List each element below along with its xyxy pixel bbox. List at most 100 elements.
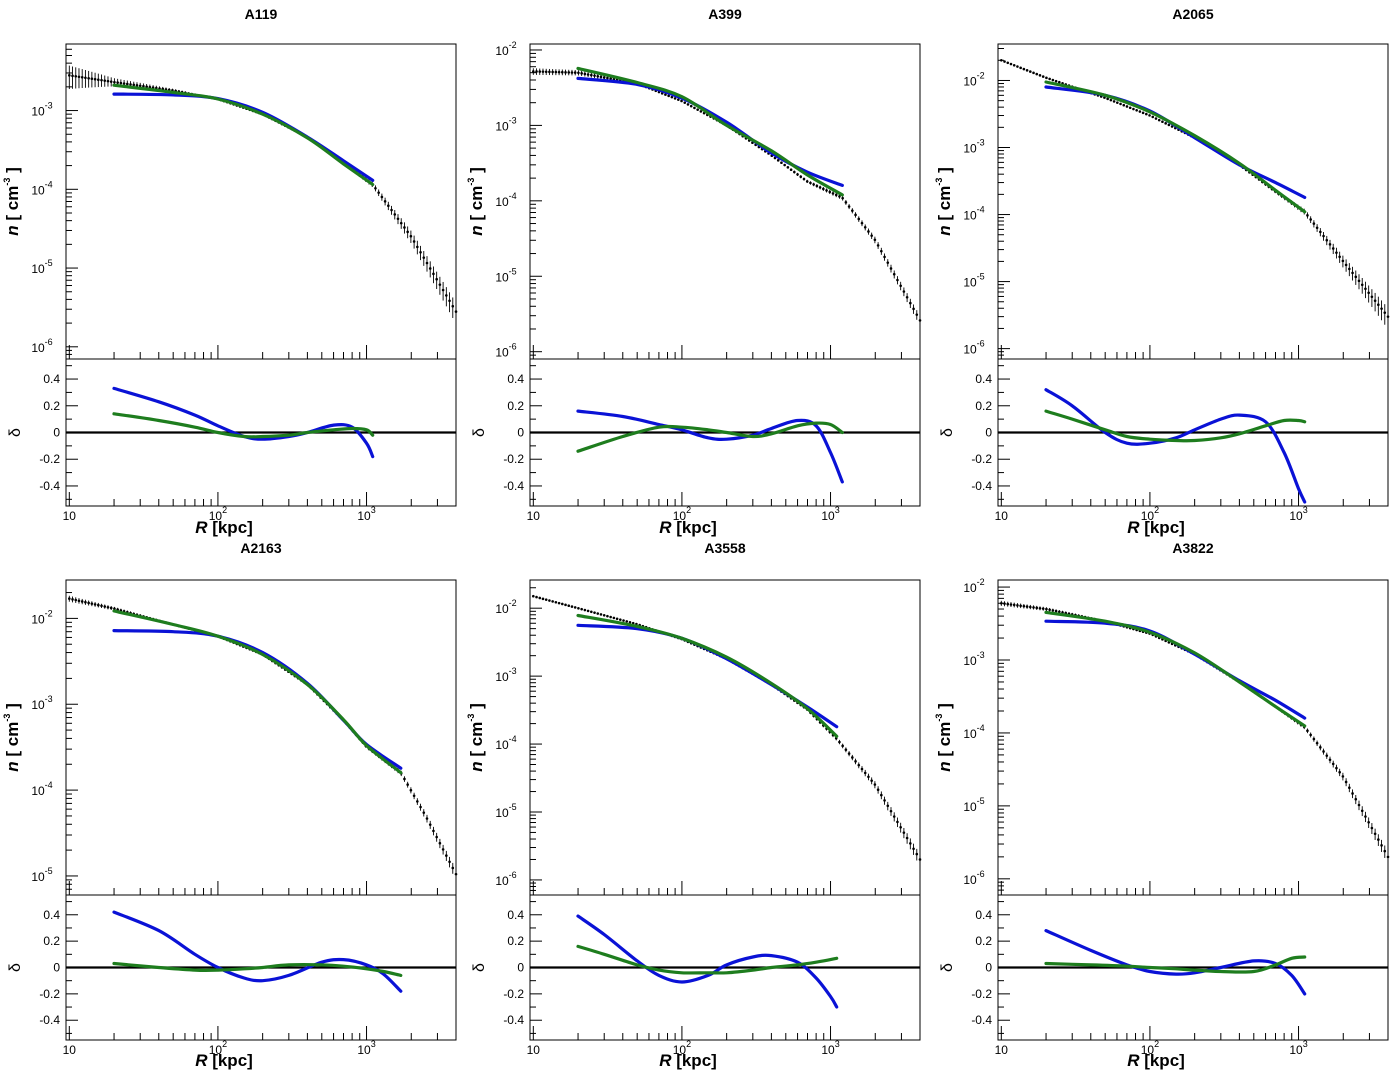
- y-tick-base: 10: [31, 612, 45, 626]
- x-tick-exp: 3: [371, 1039, 376, 1049]
- data-point: [1383, 311, 1387, 314]
- residual-tick-label: -0.2: [971, 987, 992, 1001]
- data-point: [403, 226, 406, 229]
- y-tick-base: 10: [31, 183, 45, 197]
- residual-tick-label: 0: [53, 961, 60, 975]
- data-point: [809, 181, 812, 185]
- chart-title: A3822: [1172, 540, 1213, 556]
- x-tick-base: 10: [673, 509, 687, 523]
- data-point: [899, 825, 902, 829]
- residual-tick-label: 0.2: [975, 934, 992, 948]
- fit-blue-line: [1044, 85, 1307, 199]
- data-point: [551, 70, 554, 74]
- data-point: [860, 767, 864, 771]
- residual-tick-label: -0.4: [503, 479, 524, 493]
- data-point: [577, 606, 580, 610]
- data-point: [1148, 114, 1151, 117]
- data-point: [425, 817, 429, 820]
- data-point: [103, 605, 107, 608]
- data-point: [1009, 62, 1013, 66]
- data-point: [1341, 775, 1345, 778]
- data-point: [619, 618, 622, 621]
- data-point: [1322, 234, 1325, 238]
- x-tick-base: 10: [209, 1043, 223, 1057]
- residual-tick-label: 0.4: [43, 908, 60, 922]
- data-point: [1344, 780, 1348, 784]
- y-tick-exp: -5: [509, 802, 517, 812]
- data-point: [876, 788, 880, 791]
- data-point: [686, 103, 690, 106]
- residual-tick-label: -0.2: [503, 452, 524, 466]
- density-plot-frame: [65, 579, 457, 896]
- data-point: [1386, 855, 1390, 859]
- data-point: [580, 607, 583, 611]
- data-point: [106, 79, 110, 83]
- y-axis-title-exp: -3: [2, 714, 12, 722]
- data-point: [119, 81, 123, 85]
- data-point: [113, 80, 116, 84]
- x-tick-base: 10: [1289, 1043, 1303, 1057]
- data-points: [1000, 58, 1390, 330]
- data-point: [1141, 111, 1145, 115]
- data-point: [902, 831, 906, 834]
- data-point: [1032, 606, 1035, 609]
- data-point: [1045, 76, 1048, 80]
- data-point: [1360, 809, 1364, 813]
- fit-green-line: [112, 83, 375, 187]
- data-point: [93, 603, 97, 606]
- residual-axis-title: δ: [471, 428, 488, 437]
- data-point: [409, 788, 413, 792]
- x-axis-title-unit: [kpc]: [1139, 1051, 1184, 1070]
- data-point: [1370, 295, 1374, 299]
- data-point: [599, 75, 603, 79]
- data-point: [103, 79, 107, 82]
- x-axis-title-italic: R: [1127, 1051, 1140, 1070]
- data-point: [74, 75, 78, 78]
- y-tick-exp: -6: [509, 870, 517, 880]
- data-point: [71, 598, 74, 601]
- y-axis-title-italic: n: [467, 225, 486, 235]
- data-point: [1128, 106, 1132, 110]
- data-point: [1357, 803, 1361, 807]
- data-point: [448, 860, 451, 864]
- data-point: [841, 744, 844, 748]
- x-tick-label: 10: [995, 509, 1009, 523]
- y-tick-base: 10: [963, 654, 977, 668]
- y-ticks: [998, 586, 1010, 896]
- data-point: [561, 70, 564, 74]
- data-point: [412, 240, 416, 243]
- density-plot-frame: [529, 43, 921, 360]
- data-point: [387, 204, 390, 207]
- fit-green-residual-line: [1044, 409, 1307, 443]
- data-point: [1029, 70, 1032, 73]
- y-tick-label: 10-5: [31, 866, 52, 884]
- x-tick-label: 102: [1141, 505, 1159, 523]
- data-point: [1360, 283, 1364, 287]
- fit-blue-line: [112, 92, 375, 182]
- data-point: [441, 288, 445, 292]
- x-tick-label: 103: [357, 505, 375, 523]
- x-tick-label: 103: [821, 1039, 839, 1057]
- data-point: [609, 615, 612, 619]
- x-axis-title-italic: R: [659, 518, 672, 537]
- data-point: [889, 267, 893, 270]
- y-axis-title: n [ cm-3 ]: [2, 703, 22, 771]
- y-tick-exp: -4: [977, 205, 985, 215]
- data-point: [1025, 605, 1029, 608]
- data-point: [1335, 251, 1338, 254]
- fit-green-line: [576, 66, 844, 197]
- data-point: [422, 256, 426, 259]
- data-point: [902, 290, 906, 293]
- x-tick-base: 10: [1289, 509, 1303, 523]
- data-point: [406, 783, 409, 786]
- data-point: [445, 854, 448, 857]
- data-point: [1380, 307, 1383, 310]
- y-tick-exp: -4: [509, 734, 517, 744]
- y-ticks: [530, 587, 542, 896]
- data-point: [683, 101, 687, 104]
- data-point: [1022, 604, 1026, 608]
